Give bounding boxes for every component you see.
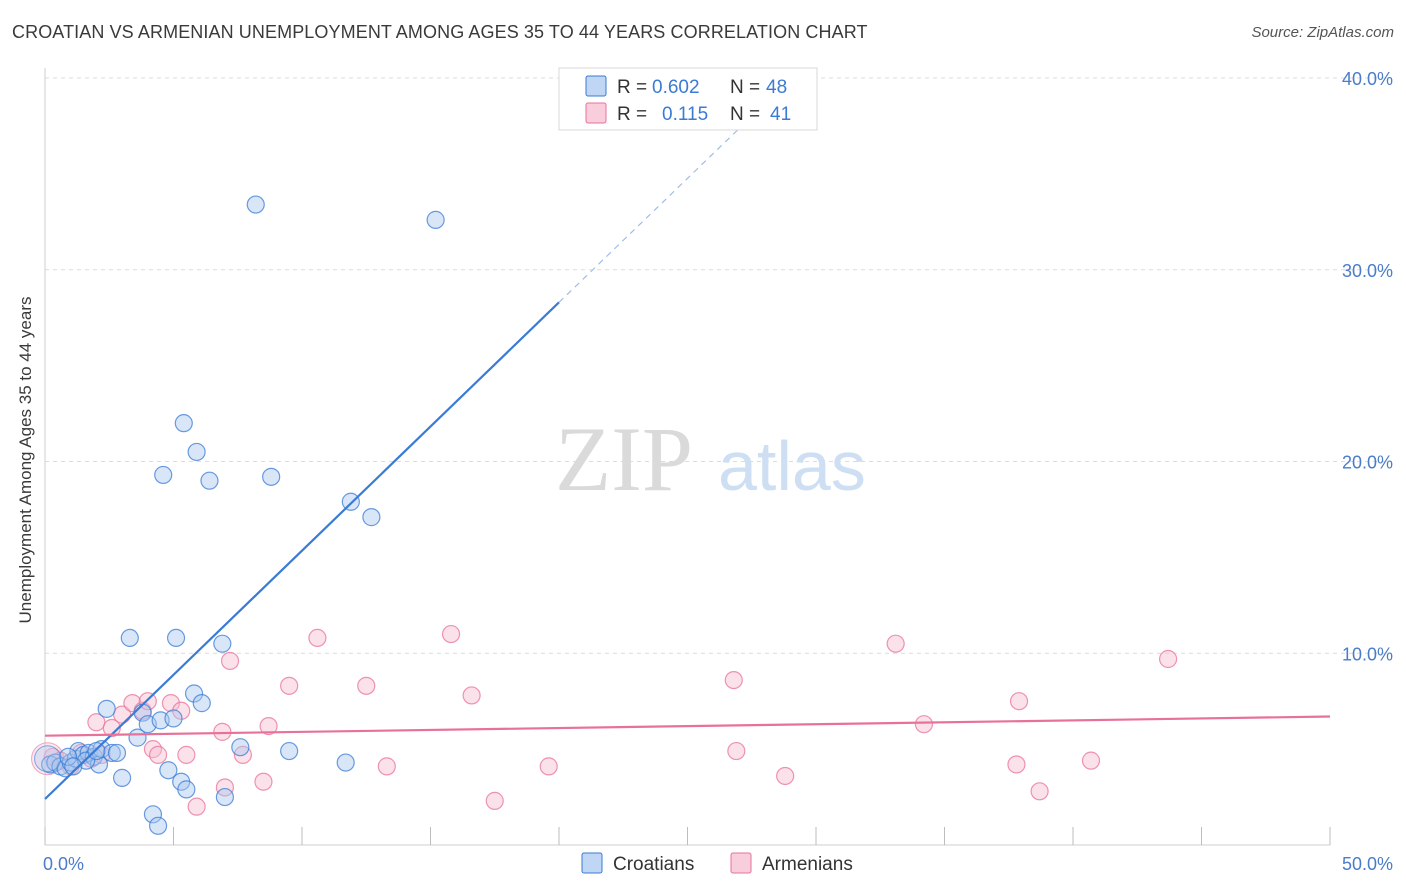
y-tick-label: 40.0% xyxy=(1342,69,1393,89)
armenians-point xyxy=(161,694,181,713)
armenians-point xyxy=(1030,782,1049,801)
legend-n-value-armenians: 41 xyxy=(770,104,791,125)
y-tick-label: 10.0% xyxy=(1342,644,1393,664)
y-tick-label: 30.0% xyxy=(1342,261,1393,281)
croatians-point xyxy=(174,414,193,433)
croatians-point xyxy=(102,743,121,763)
armenians-point xyxy=(187,797,206,816)
series-legend: Croatians Armenians xyxy=(581,852,853,875)
armenians-point xyxy=(462,686,481,705)
source-label: Source: ZipAtlas.com xyxy=(1251,24,1394,41)
legend-r-value-croatians: 0.602 xyxy=(652,77,700,98)
croatians-point xyxy=(177,780,196,799)
croatians-point xyxy=(280,741,299,761)
armenians-point xyxy=(102,718,121,738)
croatians-point xyxy=(336,753,355,772)
armenians-point xyxy=(357,676,376,695)
watermark-atlas: atlas xyxy=(718,427,866,505)
legend-r-label-croatians: R = xyxy=(617,77,647,98)
croatians-points xyxy=(34,195,445,835)
armenians-point xyxy=(308,628,327,648)
armenians-point xyxy=(377,757,396,776)
croatians-point xyxy=(215,787,234,807)
croatians-point xyxy=(64,757,83,776)
axes xyxy=(44,68,1331,846)
croatians-point xyxy=(159,761,178,780)
legend-swatch-armenians xyxy=(585,102,607,124)
croatians-point xyxy=(192,694,211,713)
armenians-point xyxy=(727,741,746,761)
croatians-point xyxy=(362,508,381,527)
croatians-point xyxy=(143,805,163,824)
x-tick-label-start: 0.0% xyxy=(43,854,84,874)
armenians-point xyxy=(254,772,273,791)
watermark-zip: ZIP xyxy=(555,408,693,510)
armenians-point xyxy=(776,766,795,786)
croatians-point xyxy=(97,699,116,718)
watermark: ZIP atlas xyxy=(555,408,866,510)
trend-lines xyxy=(44,115,1331,800)
croatians-point xyxy=(213,634,232,653)
croatians-point xyxy=(246,195,265,214)
croatians-point xyxy=(184,684,204,703)
armenians-points xyxy=(31,624,1178,816)
armenians-point xyxy=(280,676,299,695)
armenians-point xyxy=(1007,755,1026,774)
armenians-point xyxy=(148,745,168,764)
armenians-point xyxy=(172,701,191,720)
armenians-point xyxy=(215,778,234,797)
croatians-point xyxy=(59,747,78,766)
croatians-point xyxy=(148,816,168,835)
croatians-point xyxy=(107,743,127,763)
armenians-point xyxy=(177,745,196,764)
armenians-point xyxy=(259,717,278,736)
chart-title: CROATIAN VS ARMENIAN UNEMPLOYMENT AMONG … xyxy=(12,22,868,42)
croatians-point xyxy=(87,741,106,761)
croatians-trend-extension xyxy=(558,115,753,303)
armenians-point xyxy=(1158,649,1178,669)
armenians-point xyxy=(539,757,558,776)
bottom-legend-armenians: Armenians xyxy=(762,854,853,875)
croatians-trend-line xyxy=(44,301,560,800)
legend-n-label-croatians: N = xyxy=(730,77,760,98)
armenians-point xyxy=(220,651,240,671)
armenians-point xyxy=(143,740,163,759)
x-tick-label-end: 50.0% xyxy=(1342,854,1393,874)
croatians-point xyxy=(426,210,445,229)
croatians-point xyxy=(262,467,281,486)
y-tick-label: 20.0% xyxy=(1342,453,1393,473)
legend-swatch-croatians xyxy=(585,75,607,97)
bottom-legend-swatch-croatians xyxy=(581,852,603,874)
armenians-point xyxy=(441,624,461,644)
croatians-point xyxy=(341,492,360,511)
legend-n-value-croatians: 48 xyxy=(766,77,787,98)
bottom-legend-swatch-armenians xyxy=(730,852,752,874)
legend-n-label-armenians: N = xyxy=(730,104,760,125)
correlation-legend: R = 0.602 N = 48 R = 0.115 N = 41 xyxy=(558,67,818,131)
armenians-point xyxy=(886,634,905,653)
croatians-point xyxy=(120,628,139,648)
gridlines xyxy=(45,77,1392,654)
armenians-point xyxy=(1009,692,1029,711)
armenians-point xyxy=(485,791,504,810)
armenians-point xyxy=(1081,751,1101,770)
croatians-point xyxy=(187,442,206,462)
croatians-point xyxy=(164,709,183,728)
legend-r-value-armenians: 0.115 xyxy=(662,104,708,125)
armenians-point xyxy=(914,715,934,734)
armenians-point xyxy=(724,670,743,690)
croatians-point xyxy=(166,628,186,648)
bottom-legend-croatians: Croatians xyxy=(613,854,694,875)
legend-r-label-armenians: R = xyxy=(617,104,647,125)
croatians-cluster-point xyxy=(34,745,62,773)
tick-labels: 10.0% 20.0% 30.0% 40.0% 0.0% 50.0% xyxy=(43,69,1393,874)
croatians-point xyxy=(112,768,132,787)
armenians-trend-line xyxy=(44,715,1331,737)
croatians-point xyxy=(231,738,250,757)
croatians-point xyxy=(154,465,173,485)
croatians-point xyxy=(200,471,219,490)
